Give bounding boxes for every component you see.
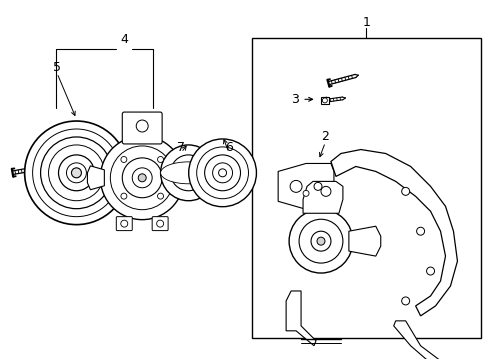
Polygon shape xyxy=(303,181,342,213)
Circle shape xyxy=(121,157,126,162)
Circle shape xyxy=(289,180,302,192)
Circle shape xyxy=(33,129,120,217)
Bar xyxy=(320,97,328,104)
Circle shape xyxy=(180,165,196,181)
Circle shape xyxy=(59,155,94,191)
FancyBboxPatch shape xyxy=(116,217,132,231)
Circle shape xyxy=(41,137,112,209)
Bar xyxy=(251,39,480,338)
FancyBboxPatch shape xyxy=(152,217,168,231)
Circle shape xyxy=(426,267,434,275)
Circle shape xyxy=(204,155,240,191)
Circle shape xyxy=(313,183,321,190)
FancyBboxPatch shape xyxy=(122,112,162,144)
Circle shape xyxy=(48,145,104,201)
Circle shape xyxy=(71,168,81,178)
Circle shape xyxy=(196,147,248,199)
Circle shape xyxy=(24,121,128,225)
Circle shape xyxy=(100,136,183,220)
Text: 2: 2 xyxy=(321,130,328,143)
Circle shape xyxy=(138,174,146,182)
Polygon shape xyxy=(330,149,457,316)
Text: 5: 5 xyxy=(53,60,61,73)
Circle shape xyxy=(132,168,152,188)
Circle shape xyxy=(188,139,256,207)
Circle shape xyxy=(110,146,174,210)
Circle shape xyxy=(320,186,330,196)
Polygon shape xyxy=(87,166,104,190)
Circle shape xyxy=(121,220,127,227)
Circle shape xyxy=(212,163,232,183)
Circle shape xyxy=(401,297,409,305)
Text: 1: 1 xyxy=(362,16,369,29)
Text: 4: 4 xyxy=(120,33,128,46)
Circle shape xyxy=(66,163,86,183)
Circle shape xyxy=(299,219,342,263)
Circle shape xyxy=(288,209,352,273)
Circle shape xyxy=(218,169,226,177)
Ellipse shape xyxy=(188,163,256,183)
Circle shape xyxy=(401,187,409,195)
Circle shape xyxy=(416,227,424,235)
Circle shape xyxy=(316,237,325,245)
Circle shape xyxy=(157,193,163,199)
Polygon shape xyxy=(348,226,380,256)
Polygon shape xyxy=(278,163,333,209)
Polygon shape xyxy=(285,291,315,346)
Polygon shape xyxy=(393,321,445,360)
Circle shape xyxy=(136,120,148,132)
Circle shape xyxy=(160,145,216,201)
Text: 7: 7 xyxy=(177,141,185,154)
Ellipse shape xyxy=(160,162,216,184)
Circle shape xyxy=(322,98,326,103)
Circle shape xyxy=(303,190,308,196)
Text: 3: 3 xyxy=(291,93,299,106)
Polygon shape xyxy=(180,160,203,193)
Circle shape xyxy=(156,220,163,227)
Text: 6: 6 xyxy=(224,141,232,154)
Circle shape xyxy=(157,157,163,162)
Circle shape xyxy=(170,155,206,191)
Circle shape xyxy=(122,158,162,198)
Circle shape xyxy=(310,231,330,251)
Circle shape xyxy=(121,193,126,199)
